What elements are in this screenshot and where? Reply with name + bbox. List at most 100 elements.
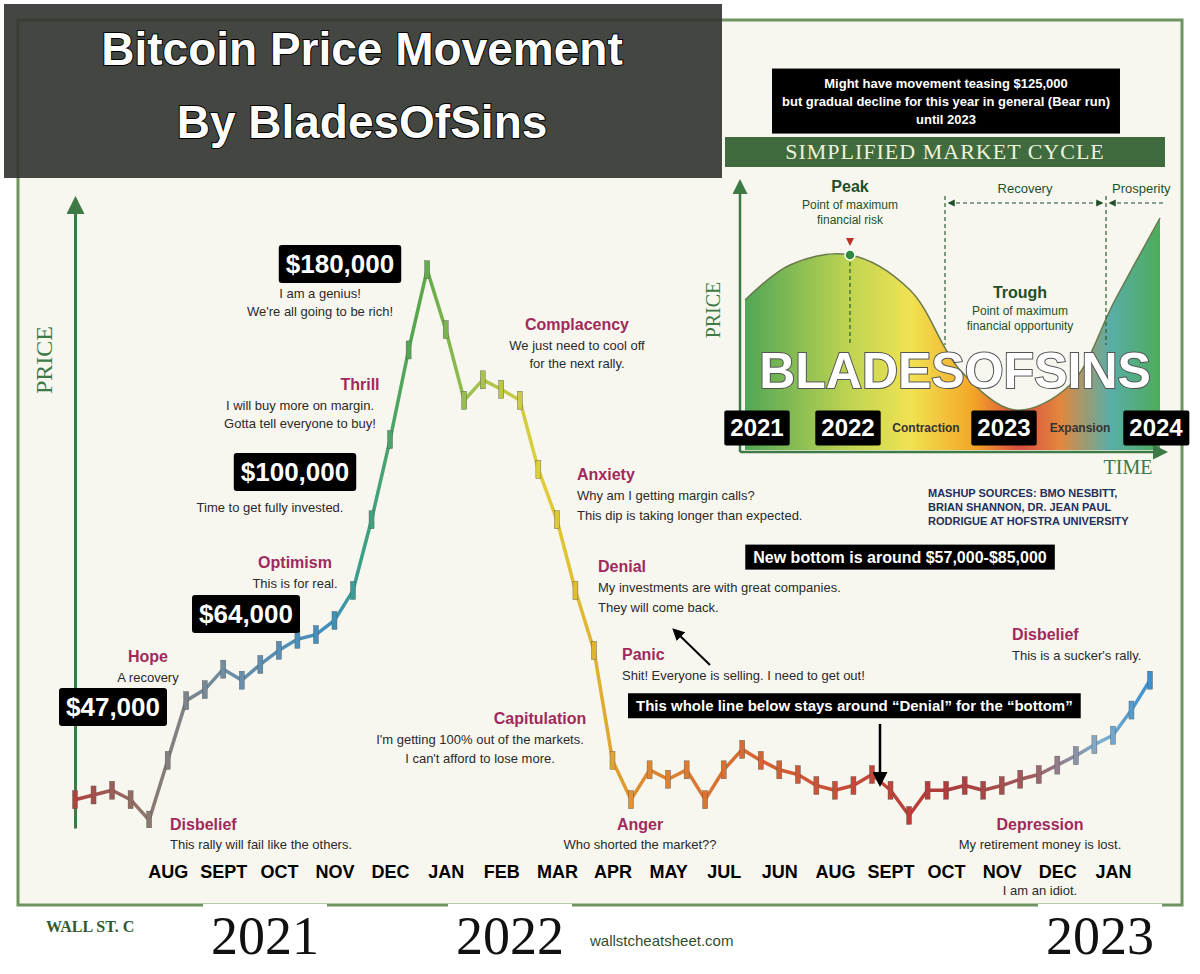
y-axis bbox=[75, 200, 76, 829]
price-candle bbox=[276, 641, 281, 659]
x-tick: DEC bbox=[372, 862, 410, 882]
x-tick-label: SEPT bbox=[868, 862, 915, 882]
x-tick-label: JAN bbox=[1095, 862, 1131, 882]
inset-phase-label: Contraction bbox=[892, 421, 959, 435]
inset-year-group: 2022 bbox=[815, 410, 880, 445]
stage-title: Disbelief bbox=[170, 816, 237, 833]
plot-area bbox=[73, 261, 1153, 828]
annotation-box bbox=[745, 545, 1055, 570]
year-label-text: 2023 bbox=[1046, 906, 1154, 966]
inset-cycle-line bbox=[745, 218, 1160, 410]
stage-title: Denial bbox=[598, 558, 646, 575]
x-tick: AUG bbox=[148, 862, 188, 882]
x-tick: NOV bbox=[315, 862, 354, 882]
x-tick-label: JAN bbox=[428, 862, 464, 882]
price-label-box bbox=[59, 688, 167, 726]
year-labels: 2021 2022 2023 bbox=[203, 904, 1162, 968]
price-candle bbox=[1036, 766, 1041, 784]
stage-text: I am an idiot. bbox=[1003, 883, 1077, 898]
stage-text: I will buy more on margin. bbox=[226, 398, 374, 413]
x-tick: OCT bbox=[928, 862, 966, 882]
price-candle bbox=[406, 341, 411, 359]
price-labels: $47,000$64,000$100,000$180,000 bbox=[59, 245, 401, 726]
x-tick: MAY bbox=[649, 862, 687, 882]
inset-phase-label: Prosperity bbox=[1112, 181, 1171, 196]
price-candle bbox=[351, 582, 356, 600]
price-candle bbox=[629, 791, 634, 809]
inset-phase-arrow bbox=[949, 202, 1102, 203]
chart-canvas: SIMPLIFIED MARKET CYCLEPRICETIMEPeakPoin… bbox=[0, 0, 1200, 974]
price-candle bbox=[777, 761, 782, 779]
price-label-group: $100,000 bbox=[234, 453, 356, 491]
price-candle bbox=[666, 770, 671, 788]
price-candle bbox=[128, 791, 133, 809]
price-candle bbox=[73, 791, 78, 809]
price-candle bbox=[388, 431, 393, 449]
inset-year-text: 2021 bbox=[730, 414, 783, 441]
price-label-group: $47,000 bbox=[59, 688, 167, 726]
price-candle bbox=[313, 626, 318, 644]
x-tick-label: JUN bbox=[762, 862, 798, 882]
price-candle bbox=[962, 777, 967, 795]
stage-text: Why am I getting margin calls? bbox=[577, 488, 755, 503]
price-label-text: $180,000 bbox=[286, 249, 394, 279]
stage-title: Anger bbox=[617, 816, 663, 833]
inset-peak-text: Point of maximum bbox=[802, 198, 898, 212]
stage-text: Gotta tell everyone to buy! bbox=[224, 416, 376, 431]
inset-year-group: 2023 bbox=[971, 410, 1036, 445]
year-label-box bbox=[448, 904, 572, 968]
inset-year-text: 2023 bbox=[977, 414, 1030, 441]
stage-text: This is for real. bbox=[252, 576, 337, 591]
price-label-box bbox=[234, 453, 356, 491]
inset-source: MASHUP SOURCES: BMO NESBITT, bbox=[928, 487, 1117, 499]
inset-title: SIMPLIFIED MARKET CYCLE bbox=[785, 139, 1105, 164]
price-candle bbox=[832, 781, 837, 799]
inset-year-box bbox=[724, 410, 789, 445]
x-axis: AUGSEPTOCTNOVDECJANFEBMARAPRMAYJULJUNAUG… bbox=[148, 862, 1131, 882]
inset-cycle-area bbox=[745, 218, 1160, 450]
year-label-text: 2022 bbox=[456, 906, 564, 966]
inset-y-label: PRICE bbox=[702, 282, 724, 339]
x-tick-label: DEC bbox=[1039, 862, 1077, 882]
inset-year-box bbox=[971, 410, 1036, 445]
inset: SIMPLIFIED MARKET CYCLEPRICETIMEPeakPoin… bbox=[702, 137, 1189, 527]
inset-peak-dot bbox=[845, 250, 855, 260]
price-candle bbox=[573, 582, 578, 600]
annotation-text: New bottom is around $57,000-$85,000 bbox=[753, 549, 1047, 566]
price-candle bbox=[758, 751, 763, 769]
inset-year-group: 2024 bbox=[1123, 410, 1189, 445]
stage-title: Complacency bbox=[525, 316, 629, 333]
x-tick-label: MAR bbox=[537, 862, 578, 882]
inset-peak-title: Peak bbox=[831, 178, 868, 195]
price-candle bbox=[888, 781, 893, 799]
stage-text: A recovery bbox=[117, 670, 179, 685]
price-candle bbox=[851, 777, 856, 795]
stage-text: We just need to cool off bbox=[509, 338, 645, 353]
stage-text: This dip is taking longer than expected. bbox=[577, 508, 802, 523]
annotation-arrow bbox=[879, 724, 882, 784]
price-candle bbox=[814, 777, 819, 795]
price-label-text: $47,000 bbox=[66, 692, 160, 722]
year-label-text: 2021 bbox=[211, 906, 319, 966]
year-label-group: 2023 bbox=[1038, 904, 1162, 968]
x-tick-label: AUG bbox=[815, 862, 855, 882]
price-candle bbox=[647, 761, 652, 779]
inset-peak-pointer bbox=[846, 238, 854, 246]
price-candle bbox=[202, 681, 207, 699]
price-candle bbox=[869, 766, 874, 784]
y-axis-line bbox=[74, 200, 77, 829]
annotation-group: This whole line below stays around “Deni… bbox=[628, 693, 1081, 718]
stage-text: We're all going to be rich! bbox=[247, 304, 393, 319]
stage-text: My investments are with great companies. bbox=[598, 580, 841, 595]
price-candle bbox=[443, 321, 448, 339]
annotation-text: This whole line below stays around “Deni… bbox=[636, 697, 1073, 714]
inset-trough-text: Point of maximum bbox=[972, 304, 1068, 318]
price-candle bbox=[721, 761, 726, 779]
footer-logo: WALL ST. C bbox=[46, 918, 134, 935]
x-tick: FEB bbox=[484, 862, 520, 882]
price-label-text: $100,000 bbox=[241, 457, 349, 487]
annotation-group: Might have movement teasing $125,000but … bbox=[772, 69, 1120, 134]
x-tick-label: MAY bbox=[649, 862, 687, 882]
price-candle bbox=[425, 261, 430, 279]
price-candle bbox=[684, 761, 689, 779]
